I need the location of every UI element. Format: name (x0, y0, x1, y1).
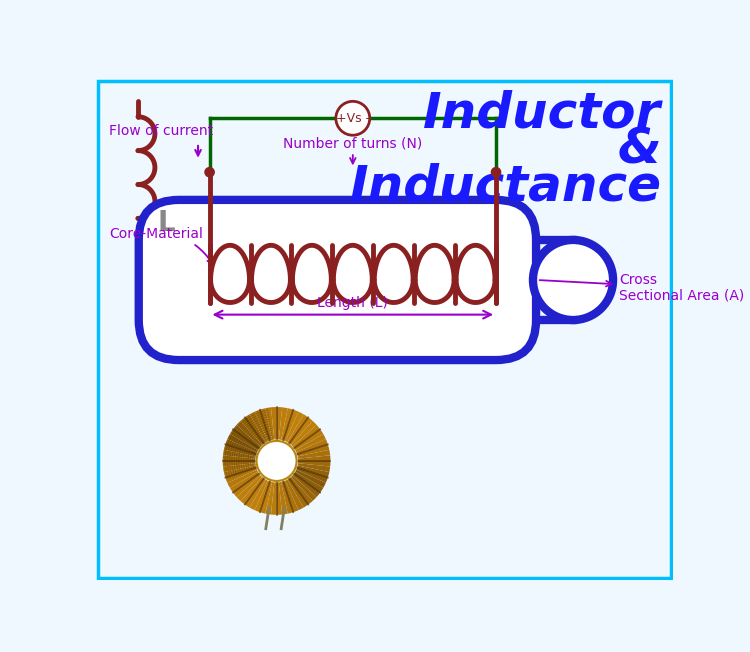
Wedge shape (245, 414, 266, 443)
Wedge shape (298, 463, 330, 472)
Wedge shape (298, 461, 331, 467)
Wedge shape (298, 455, 331, 461)
Circle shape (205, 168, 214, 177)
Wedge shape (297, 444, 329, 456)
Wedge shape (241, 417, 264, 445)
Wedge shape (281, 408, 293, 440)
Wedge shape (223, 463, 256, 472)
Wedge shape (296, 467, 328, 483)
Wedge shape (287, 479, 308, 508)
Text: Length (L): Length (L) (317, 296, 388, 310)
Text: +Vs -: +Vs - (336, 111, 370, 125)
Wedge shape (227, 469, 258, 488)
Text: Number of turns (N): Number of turns (N) (284, 137, 422, 151)
Wedge shape (223, 461, 255, 467)
Wedge shape (271, 482, 277, 515)
Wedge shape (296, 434, 326, 452)
Circle shape (491, 168, 501, 177)
Wedge shape (230, 471, 260, 493)
Wedge shape (236, 475, 262, 501)
Wedge shape (233, 473, 260, 497)
Wedge shape (260, 408, 272, 440)
Wedge shape (296, 439, 328, 454)
Wedge shape (223, 450, 256, 458)
Wedge shape (277, 407, 282, 439)
Wedge shape (245, 479, 266, 508)
Text: Inductor: Inductor (424, 89, 662, 137)
FancyBboxPatch shape (139, 200, 536, 360)
Text: L: L (158, 209, 175, 237)
Circle shape (256, 441, 296, 481)
Wedge shape (287, 414, 308, 443)
Wedge shape (279, 408, 288, 440)
Wedge shape (284, 481, 298, 512)
Wedge shape (223, 455, 255, 461)
Wedge shape (285, 411, 304, 442)
Wedge shape (266, 408, 274, 440)
Wedge shape (255, 481, 270, 512)
Wedge shape (277, 482, 282, 515)
Text: Inductance: Inductance (350, 163, 662, 211)
Wedge shape (296, 469, 326, 488)
Wedge shape (255, 409, 270, 441)
Wedge shape (227, 434, 258, 452)
Wedge shape (230, 429, 260, 450)
Text: Flow of current: Flow of current (110, 123, 214, 138)
Wedge shape (291, 421, 316, 447)
Wedge shape (290, 417, 313, 445)
Text: &: & (618, 126, 662, 174)
Wedge shape (291, 475, 316, 501)
Wedge shape (294, 429, 323, 450)
Wedge shape (233, 425, 260, 449)
Wedge shape (292, 473, 320, 497)
Wedge shape (260, 481, 272, 514)
Wedge shape (294, 471, 323, 493)
Text: Cross
Sectional Area (A): Cross Sectional Area (A) (539, 273, 745, 303)
Wedge shape (290, 477, 313, 505)
Wedge shape (236, 421, 262, 447)
Wedge shape (292, 425, 320, 449)
Wedge shape (285, 480, 304, 510)
Wedge shape (225, 467, 257, 483)
Circle shape (336, 101, 370, 135)
Wedge shape (279, 482, 288, 514)
Wedge shape (250, 480, 268, 510)
Wedge shape (224, 444, 256, 456)
Wedge shape (250, 411, 268, 442)
Wedge shape (297, 466, 329, 477)
Wedge shape (284, 409, 298, 441)
Circle shape (533, 240, 613, 320)
Wedge shape (298, 450, 330, 458)
Text: Core-Material: Core-Material (110, 227, 212, 264)
Wedge shape (224, 466, 256, 477)
Wedge shape (266, 482, 274, 514)
Wedge shape (241, 477, 264, 505)
Wedge shape (281, 481, 293, 514)
Wedge shape (271, 407, 277, 439)
Wedge shape (225, 439, 257, 454)
